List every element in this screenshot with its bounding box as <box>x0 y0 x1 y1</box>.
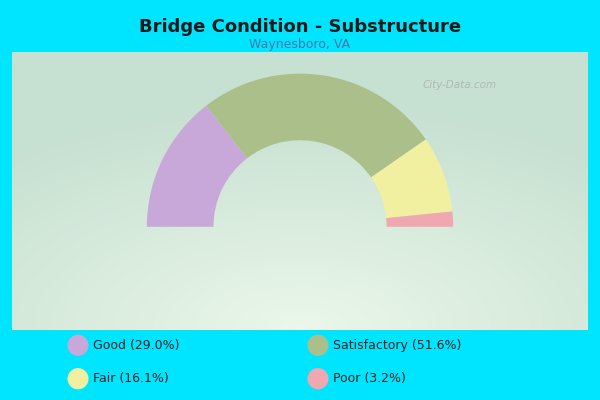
Wedge shape <box>386 212 453 227</box>
Wedge shape <box>371 140 452 218</box>
Text: Good (29.0%): Good (29.0%) <box>93 339 179 352</box>
Ellipse shape <box>67 335 89 356</box>
Wedge shape <box>147 106 247 227</box>
Text: Waynesboro, VA: Waynesboro, VA <box>250 38 350 51</box>
Text: City-Data.com: City-Data.com <box>422 80 496 90</box>
Text: Fair (16.1%): Fair (16.1%) <box>93 372 169 385</box>
Ellipse shape <box>308 368 329 389</box>
Text: Satisfactory (51.6%): Satisfactory (51.6%) <box>333 339 461 352</box>
Wedge shape <box>206 74 426 178</box>
Ellipse shape <box>308 335 329 356</box>
Ellipse shape <box>67 368 89 389</box>
Text: Bridge Condition - Substructure: Bridge Condition - Substructure <box>139 18 461 36</box>
Text: Poor (3.2%): Poor (3.2%) <box>333 372 406 385</box>
